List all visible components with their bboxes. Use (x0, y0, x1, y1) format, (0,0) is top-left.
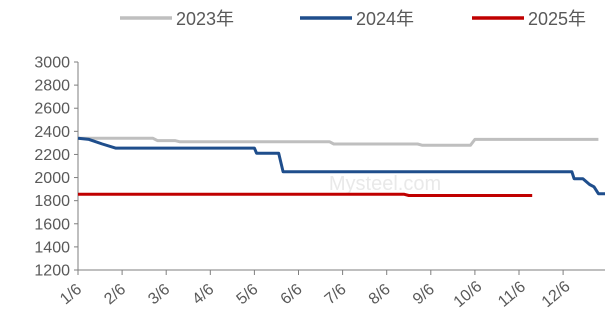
axes: 1200 1400 1600 1800 2000 2200 2400 2600 2800 3000… (34, 55, 605, 311)
y-tick-label: 2000 (34, 170, 70, 187)
y-tick-label: 1600 (34, 216, 70, 233)
x-tick-label: 4/6 (189, 281, 217, 308)
y-tick-label: 1200 (34, 263, 70, 280)
legend: 2023年 2024年 2025年 (120, 9, 586, 29)
x-tick-label: 1/6 (57, 281, 85, 308)
y-tick-label: 2200 (34, 147, 70, 164)
legend-label: 2025年 (528, 9, 586, 29)
series-lines (77, 136, 605, 197)
y-tick-label: 2400 (34, 124, 70, 141)
x-tick-label: 7/6 (322, 281, 350, 308)
x-tick-label: 2/6 (101, 281, 129, 308)
series-line-2024年 (77, 136, 605, 196)
x-tick-label: 12/6 (539, 278, 574, 311)
legend-label: 2024年 (356, 9, 414, 29)
x-tick-label: 5/6 (234, 281, 262, 308)
y-tick-label: 2800 (34, 78, 70, 95)
y-tick-label: 2600 (34, 101, 70, 118)
series-line-2023年 (78, 136, 599, 147)
watermark-text: Mysteel.com (329, 173, 441, 195)
y-tick-label: 1800 (34, 193, 70, 210)
y-tick-label: 3000 (34, 55, 70, 72)
x-tick-label: 8/6 (366, 281, 394, 308)
x-tick-label: 3/6 (145, 281, 173, 308)
legend-label: 2023年 (176, 9, 234, 29)
x-tick-label: 6/6 (278, 281, 306, 308)
x-tick-label: 9/6 (410, 281, 438, 308)
watermark: Mysteel.com (329, 173, 441, 195)
x-tick-label: 10/6 (451, 278, 486, 311)
x-tick-label: 11/6 (495, 278, 529, 310)
y-tick-label: 1400 (34, 239, 70, 256)
series-line-2025年 (78, 192, 533, 197)
